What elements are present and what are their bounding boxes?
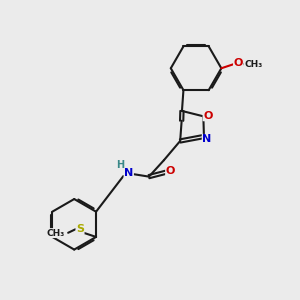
Text: S: S [76, 224, 84, 234]
Text: N: N [202, 134, 212, 145]
Text: O: O [166, 166, 175, 176]
Text: N: N [124, 168, 134, 178]
Text: O: O [234, 58, 243, 68]
Text: CH₃: CH₃ [46, 229, 65, 238]
Text: O: O [203, 111, 212, 121]
Text: H: H [116, 160, 124, 170]
Text: CH₃: CH₃ [244, 61, 262, 70]
